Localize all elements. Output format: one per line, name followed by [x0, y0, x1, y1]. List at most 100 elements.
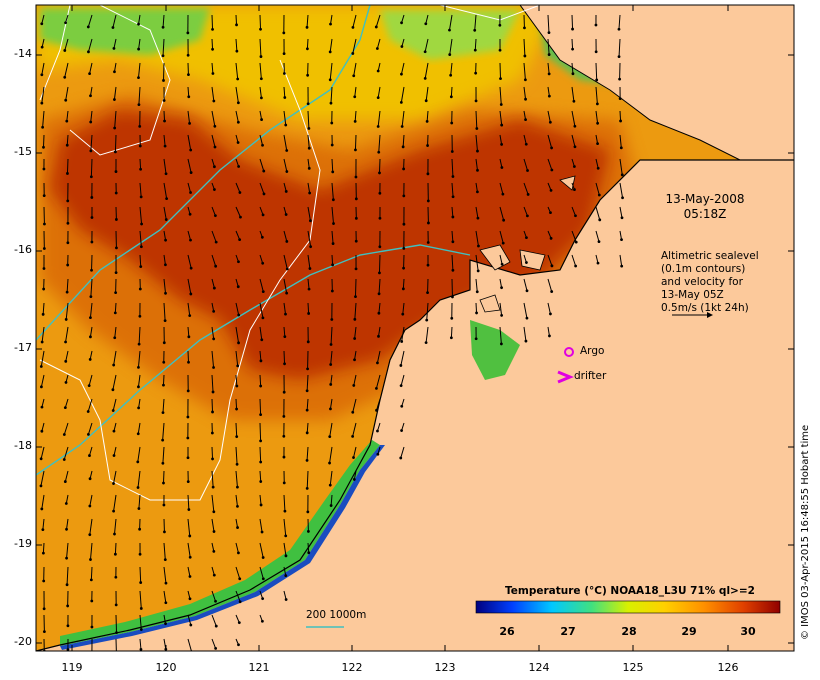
- velocity-arrow-head: [136, 432, 140, 436]
- velocity-arrow-head: [212, 286, 216, 290]
- velocity-arrow: [211, 62, 214, 74]
- velocity-arrow: [41, 86, 45, 104]
- velocity-arrow: [235, 374, 238, 387]
- velocity-arrow: [40, 350, 45, 367]
- velocity-arrow-head: [42, 630, 46, 634]
- lon-label: 123: [434, 661, 456, 674]
- map-frame: [35, 4, 795, 652]
- velocity-arrow-head: [65, 119, 69, 123]
- velocity-arrow-head: [451, 295, 454, 299]
- velocity-arrow-head: [163, 558, 167, 562]
- velocity-arrow-head: [619, 119, 622, 123]
- velocity-arrow: [376, 38, 381, 49]
- velocity-arrow-head: [186, 436, 190, 440]
- velocity-arrow: [354, 86, 357, 97]
- northern-coastline: [519, 5, 794, 161]
- velocity-arrow-head: [500, 314, 504, 317]
- velocity-arrow-head: [86, 25, 90, 29]
- velocity-arrow: [66, 158, 69, 174]
- velocity-arrow-head: [426, 199, 430, 203]
- velocity-arrow-head: [39, 457, 43, 461]
- velocity-arrow-head: [330, 143, 334, 147]
- velocity-arrow-head: [188, 121, 191, 125]
- velocity-arrow-head: [89, 94, 92, 98]
- velocity-arrow: [595, 110, 599, 124]
- velocity-arrow: [137, 422, 141, 434]
- velocity-arrow-head: [450, 121, 454, 125]
- velocity-arrow-head: [210, 431, 214, 435]
- velocity-arrow: [163, 278, 167, 294]
- velocity-arrow-head: [598, 218, 602, 222]
- velocity-arrow-head: [525, 316, 529, 320]
- velocity-arrow-head: [376, 429, 379, 433]
- velocity-arrow: [187, 110, 191, 124]
- velocity-arrow: [235, 326, 240, 343]
- island-archipelago: [479, 175, 576, 313]
- velocity-arrow-head: [424, 341, 428, 345]
- velocity-arrow-head: [42, 579, 46, 583]
- velocity-arrow: [211, 14, 214, 30]
- velocity-arrow-head: [114, 603, 118, 607]
- velocity-arrow-head: [549, 211, 552, 215]
- velocity-arrow-head: [402, 194, 406, 198]
- velocity-arrow: [307, 302, 310, 314]
- velocity-arrow-head: [525, 289, 529, 293]
- velocity-arrow-head: [259, 480, 263, 483]
- velocity-arrow: [87, 14, 93, 28]
- velocity-arrow-head: [211, 27, 214, 31]
- velocity-arrow: [547, 254, 553, 266]
- velocity-arrow: [307, 158, 310, 169]
- velocity-arrow-head: [186, 480, 190, 484]
- velocity-arrow-head: [91, 654, 94, 657]
- velocity-arrow: [187, 182, 192, 193]
- velocity-arrow-head: [306, 47, 309, 51]
- velocity-arrow: [211, 542, 215, 552]
- velocity-arrow: [523, 158, 528, 171]
- velocity-arrow: [523, 38, 526, 56]
- velocity-arrow-head: [502, 218, 506, 222]
- velocity-arrow: [547, 326, 550, 337]
- velocity-arrow-head: [89, 295, 93, 299]
- velocity-arrow-head: [424, 99, 428, 103]
- velocity-arrow-head: [331, 263, 335, 267]
- velocity-arrow: [211, 38, 214, 50]
- velocity-arrow: [211, 134, 216, 148]
- velocity-arrow: [400, 446, 405, 459]
- velocity-arrow-head: [235, 435, 239, 439]
- velocity-arrow: [331, 206, 335, 224]
- velocity-arrow-head: [139, 195, 143, 199]
- velocity-arrow-head: [400, 429, 403, 432]
- velocity-arrow: [211, 614, 217, 627]
- velocity-arrow-head: [261, 597, 265, 601]
- velocity-arrow-head: [351, 52, 355, 55]
- velocity-arrow: [523, 278, 528, 291]
- velocity-arrow-head: [282, 390, 286, 394]
- velocity-arrow: [137, 350, 141, 368]
- colorbar-tick: 30: [740, 625, 756, 638]
- velocity-arrow-head: [550, 264, 554, 268]
- velocity-arrow-head: [354, 239, 358, 243]
- velocity-arrow-head: [189, 266, 193, 270]
- velocity-arrow: [162, 14, 165, 28]
- velocity-arrow-head: [188, 534, 192, 538]
- velocity-arrow-head: [236, 120, 240, 124]
- velocity-arrow-head: [449, 73, 453, 77]
- velocity-arrow: [163, 110, 166, 121]
- coastal-blue-shelf: [60, 445, 385, 650]
- lon-label: 119: [61, 661, 83, 674]
- velocity-arrow: [330, 86, 333, 104]
- legend-line: (0.1m contours): [661, 263, 746, 275]
- velocity-arrow-head: [89, 335, 92, 339]
- lat-label: -18: [14, 439, 32, 452]
- velocity-arrow: [113, 62, 117, 72]
- velocity-arrow-head: [137, 507, 141, 510]
- velocity-arrow-head: [354, 197, 358, 201]
- velocity-arrow-head: [620, 264, 624, 268]
- velocity-arrow-head: [498, 23, 502, 27]
- velocity-arrow-head: [282, 414, 286, 418]
- velocity-arrow: [162, 446, 165, 464]
- velocity-arrow: [138, 494, 141, 509]
- velocity-arrow: [306, 398, 309, 411]
- velocity-arrow-head: [187, 95, 191, 99]
- velocity-arrow-head: [375, 408, 378, 412]
